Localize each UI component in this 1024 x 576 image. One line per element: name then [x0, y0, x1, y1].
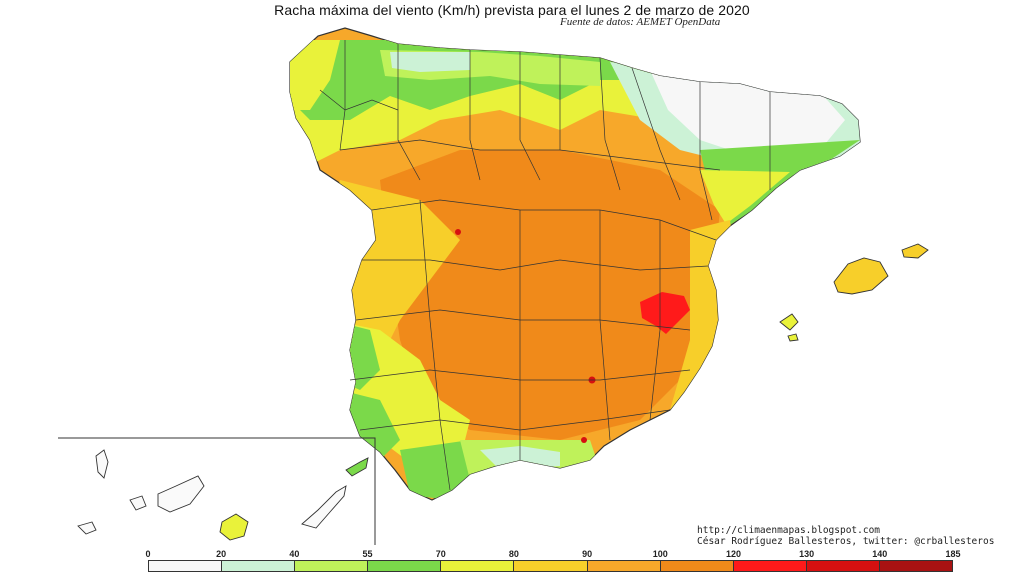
map-title: Racha máxima del viento (Km/h) prevista …: [274, 2, 750, 18]
legend-bin: [660, 561, 734, 571]
legend-bin: [587, 561, 661, 571]
canary-islands: [77, 449, 369, 541]
island-tenerife: [157, 475, 205, 513]
zone-70-80-catalonia: [700, 170, 790, 224]
legend-tick-label: 130: [799, 549, 815, 559]
province-boundaries: [319, 40, 771, 491]
island-menorca: [901, 243, 929, 259]
legend-tick-label: 185: [945, 549, 961, 559]
legend-tick-label: 80: [508, 549, 519, 559]
canary-inset-frame: [58, 437, 376, 545]
legend-bin: [222, 561, 296, 571]
legend-bin: [879, 561, 953, 571]
zone-20-40-cantabria: [390, 52, 470, 72]
zone-100-120-center: [380, 150, 720, 440]
hotspot-130-140-madrid: [455, 229, 461, 235]
zone-120-130-valencia: [640, 292, 690, 334]
island-la-palma: [95, 449, 109, 479]
island-ibiza: [779, 313, 799, 331]
legend-bin: [149, 561, 223, 571]
zone-70-80-galicia: [290, 40, 340, 110]
island-gran-canaria: [219, 513, 249, 541]
island-el-hierro: [77, 521, 97, 535]
credits-author: César Rodríguez Ballesteros, twitter: @c…: [697, 536, 995, 547]
data-source: Fuente de datos: AEMET OpenData: [560, 16, 721, 28]
legend-tick-label: 100: [652, 549, 668, 559]
hotspot-130-140-granada: [581, 437, 587, 443]
legend-tick-label: 20: [216, 549, 227, 559]
legend-bin: [733, 561, 807, 571]
legend-bin: [295, 561, 369, 571]
legend-tick-label: 120: [725, 549, 741, 559]
credits: http://climaenmapas.blogspot.com César R…: [697, 525, 994, 547]
island-la-gomera: [129, 495, 147, 511]
color-legend: [148, 560, 953, 572]
legend-tick-label: 140: [872, 549, 888, 559]
legend-bin: [368, 561, 442, 571]
legend-tick-label: 70: [435, 549, 446, 559]
credits-url[interactable]: http://climaenmapas.blogspot.com: [697, 525, 881, 536]
legend-ticks: 0 20 40 55 70 80 90 100 120 130 140 185: [0, 549, 1024, 561]
island-formentera: [787, 333, 799, 342]
legend-tick-label: 90: [582, 549, 593, 559]
legend-tick-label: 55: [362, 549, 373, 559]
legend-bin: [514, 561, 588, 571]
legend-bin: [806, 561, 880, 571]
legend-tick-label: 40: [289, 549, 300, 559]
island-lanzarote: [345, 457, 369, 477]
legend-tick-label: 0: [145, 549, 151, 559]
island-mallorca: [833, 257, 889, 295]
island-fuerteventura: [301, 485, 347, 529]
legend-bin: [441, 561, 515, 571]
